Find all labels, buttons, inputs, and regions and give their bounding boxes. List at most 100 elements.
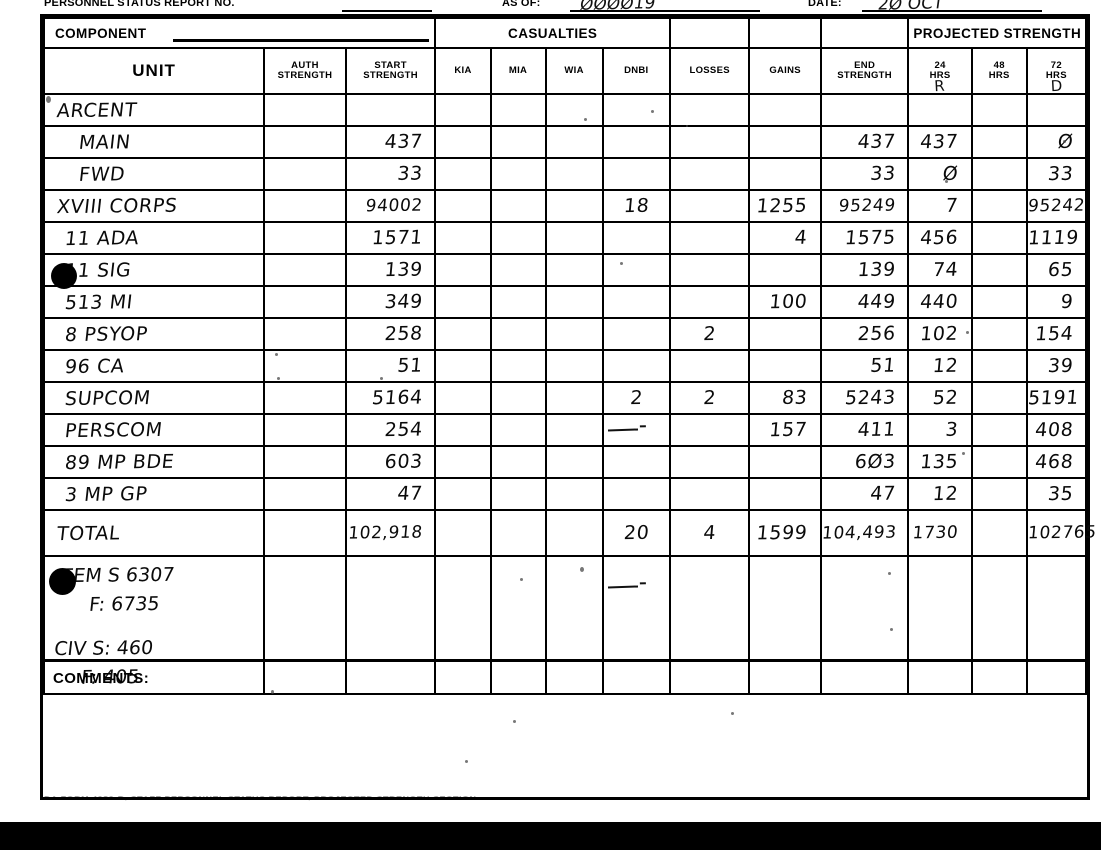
total-end-value: 104,493 xyxy=(820,522,898,544)
fem-line-2: F: 6735 xyxy=(87,593,161,617)
annotation-mia-cell xyxy=(489,555,547,695)
row-mia-cell xyxy=(489,221,547,255)
row-mia-value xyxy=(491,430,544,431)
casualties-group-header: CASUALTIES xyxy=(434,17,671,49)
row-start-cell: 603 xyxy=(344,445,437,479)
row-48hrs-value xyxy=(973,174,1026,175)
total-start-cell: 102,918 xyxy=(344,509,437,557)
row-start-cell: 139 xyxy=(344,253,437,287)
component-label: COMPONENT xyxy=(55,25,147,41)
row-wia-value xyxy=(547,462,602,463)
row-auth-value xyxy=(265,269,345,270)
row-dnbi-cell xyxy=(601,477,671,511)
col-header-start-strength: START STRENGTH xyxy=(344,47,437,95)
row-auth-cell xyxy=(263,125,347,159)
row-start-cell: 1571 xyxy=(344,221,437,255)
row-auth-value xyxy=(265,493,345,494)
total-label: TOTAL xyxy=(55,521,122,545)
table-row: FWD 33 33 Ø 33 xyxy=(42,157,1088,191)
row-start-cell: 47 xyxy=(344,477,437,511)
row-gains-cell: 157 xyxy=(748,413,822,447)
total-mia-value xyxy=(491,533,544,534)
row-unit-label: FWD xyxy=(77,162,127,186)
row-72hrs-cell: 9 xyxy=(1025,285,1088,319)
col-header-unit: UNIT xyxy=(42,47,266,95)
row-gains-value: 1255 xyxy=(756,194,809,217)
row-gains-value xyxy=(750,366,819,367)
row-dnbi-value xyxy=(604,462,669,463)
row-kia-value xyxy=(436,142,489,143)
row-mia-cell xyxy=(489,477,547,511)
row-auth-cell xyxy=(263,189,347,223)
row-auth-value xyxy=(265,429,345,430)
row-losses-value xyxy=(671,141,749,142)
row-unit-label: XVIII CORPS xyxy=(55,194,179,218)
row-72hrs-cell xyxy=(1025,93,1088,127)
row-48hrs-value xyxy=(973,110,1026,111)
col-header-72hrs: 72 HRS D xyxy=(1025,47,1088,95)
row-kia-value xyxy=(436,238,489,239)
col-header-kia: KIA xyxy=(434,47,492,95)
scan-speck xyxy=(890,628,893,631)
row-unit-label: PERSCOM xyxy=(63,418,164,442)
row-72hrs-value xyxy=(1028,110,1085,111)
row-wia-value xyxy=(547,494,602,495)
date-rule xyxy=(862,10,1042,12)
row-gains-cell: 100 xyxy=(748,285,822,319)
row-losses-value xyxy=(671,109,749,110)
row-end-value: 256 xyxy=(856,322,897,345)
row-losses-cell xyxy=(668,221,751,255)
row-end-value: 5243 xyxy=(843,386,897,409)
row-start-cell: 51 xyxy=(344,349,437,383)
annotation-start-cell xyxy=(344,555,437,695)
scan-speck xyxy=(1063,140,1066,143)
scan-speck xyxy=(271,690,274,694)
row-wia-cell xyxy=(544,317,604,351)
row-start-cell: 258 xyxy=(344,317,437,351)
scan-edge-bar xyxy=(0,822,1101,850)
row-72hrs-cell: 35 xyxy=(1025,477,1088,511)
row-end-cell: 95249 xyxy=(819,189,910,223)
annotation-kia-cell xyxy=(434,555,492,695)
row-auth-value xyxy=(265,397,345,398)
row-kia-value xyxy=(436,462,489,463)
row-72hrs-value: 65 xyxy=(1046,258,1075,281)
row-24hrs-cell: Ø xyxy=(907,157,973,191)
row-kia-cell xyxy=(434,285,492,319)
row-start-cell: 94002 xyxy=(344,189,437,223)
table-row: MAIN 437 437 437 Ø xyxy=(42,125,1088,159)
row-gains-value: 157 xyxy=(768,418,809,441)
row-unit-cell: SUPCOM xyxy=(42,381,266,415)
scan-speck xyxy=(686,125,688,127)
row-losses-value xyxy=(671,173,749,174)
annotation-auth-cell xyxy=(263,555,347,695)
row-wia-value xyxy=(547,206,602,207)
row-dnbi-value xyxy=(604,494,669,495)
row-dnbi-value: 18 xyxy=(622,194,651,217)
row-gains-cell xyxy=(748,93,822,127)
annotation-24hrs-cell xyxy=(907,555,973,695)
row-unit-cell: 3 MP GP xyxy=(42,477,266,511)
row-dnbi-cell xyxy=(601,445,671,479)
row-mia-value xyxy=(491,206,544,207)
row-auth-cell xyxy=(263,221,347,255)
row-start-cell: 254 xyxy=(344,413,437,447)
row-wia-cell xyxy=(544,445,604,479)
row-dnbi-cell xyxy=(601,157,671,191)
row-start-value: 139 xyxy=(383,258,424,281)
row-kia-value xyxy=(436,174,489,175)
table-row: 513 MI 349 100 449 440 9 xyxy=(42,285,1088,319)
row-72hrs-cell: 154 xyxy=(1025,317,1088,351)
row-72hrs-cell: 468 xyxy=(1025,445,1088,479)
hw-mark-24hrs: R xyxy=(934,76,946,96)
row-wia-cell xyxy=(544,477,604,511)
row-72hrs-value: 39 xyxy=(1046,354,1075,377)
row-kia-value xyxy=(436,366,489,367)
row-mia-value xyxy=(491,238,544,239)
row-mia-cell xyxy=(489,125,547,159)
row-72hrs-value: 9 xyxy=(1059,290,1075,313)
row-gains-cell xyxy=(748,253,822,287)
row-dnbi-value xyxy=(604,302,669,303)
row-48hrs-value xyxy=(973,270,1026,271)
row-losses-cell xyxy=(668,445,751,479)
